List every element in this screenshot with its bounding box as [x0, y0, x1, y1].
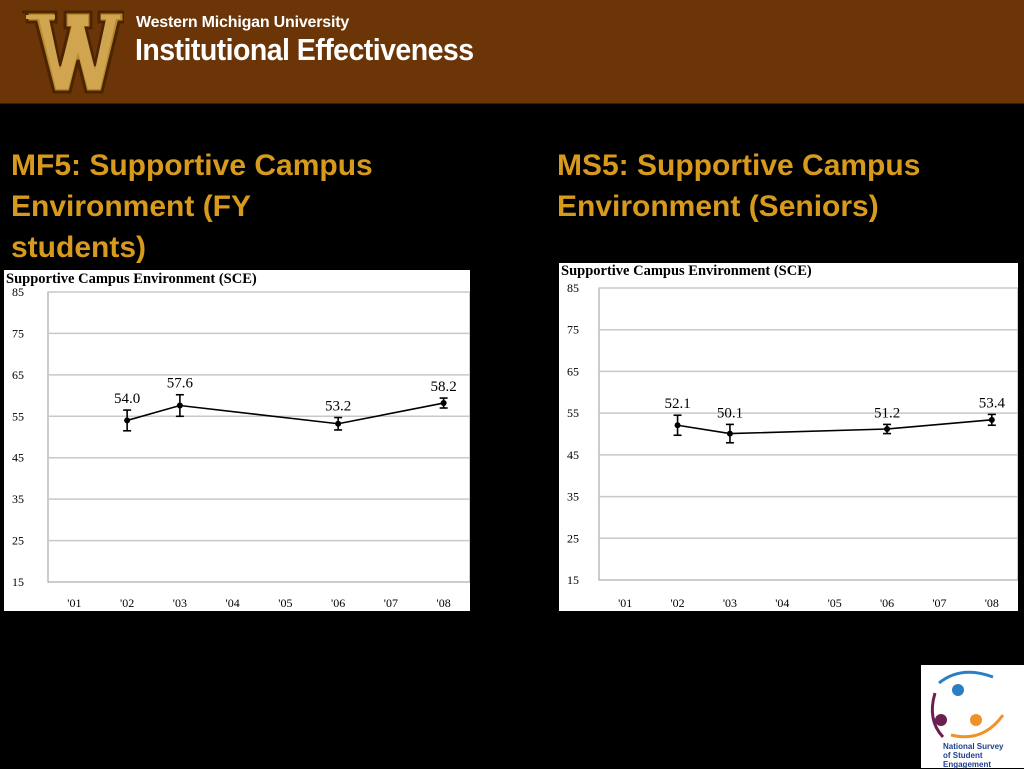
y-tick-label: 85: [567, 281, 579, 295]
fy-students-chart: Supportive Campus Environment (SCE) 85 75 6…: [4, 270, 470, 611]
header-bar: W Western Michigan University Institutio…: [0, 0, 1024, 104]
y-tick-label: 65: [567, 364, 579, 378]
series-line: [677, 419, 992, 435]
y-tick-label: 75: [12, 326, 24, 340]
series-line: [126, 402, 444, 425]
y-tick-label: 55: [12, 409, 24, 423]
seniors-chart-svg: Supportive Campus Environment (SCE) 85 75 6…: [561, 263, 1018, 610]
data-label: 54.0: [114, 391, 140, 407]
data-point: [988, 416, 995, 423]
data-point: [124, 417, 131, 424]
nsse-caption: National Survey of Student Engagement: [943, 742, 1023, 769]
nsse-emblem-icon: [930, 670, 1005, 739]
chart-title: Supportive Campus Environment (SCE): [6, 271, 257, 287]
data-point: [726, 430, 733, 437]
x-tick-label: '01: [67, 596, 81, 610]
chart-title: Supportive Campus Environment (SCE): [561, 263, 812, 279]
x-tick-label: '03: [723, 596, 737, 610]
nsse-logo: National Survey of Student Engagement: [921, 665, 1024, 769]
data-label: 53.4: [979, 395, 1006, 411]
x-tick-label: '07: [932, 596, 946, 610]
x-tick-label: '07: [384, 596, 398, 610]
seniors-chart: Supportive Campus Environment (SCE) 85 75 6…: [559, 263, 1018, 611]
x-tick-label: '08: [437, 596, 451, 610]
data-point: [884, 425, 891, 432]
x-tick-label: '04: [226, 596, 240, 610]
y-tick-label: 35: [567, 490, 579, 504]
x-tick-label: '05: [278, 596, 292, 610]
x-tick-label: '03: [173, 596, 187, 610]
fy-chart-svg: Supportive Campus Environment (SCE)85 75 6…: [6, 271, 470, 610]
y-tick-label: 15: [12, 575, 24, 589]
y-tick-label: 35: [12, 492, 24, 506]
plot-area: [598, 287, 1018, 581]
university-name: Western Michigan University: [136, 14, 350, 31]
plot-area: [47, 291, 470, 583]
x-tick-label: '02: [670, 596, 684, 610]
data-label: 57.6: [167, 376, 194, 392]
y-tick-label: 45: [567, 448, 579, 462]
y-tick-label: 85: [12, 285, 24, 299]
data-label: 53.2: [325, 399, 351, 415]
y-tick-label: 15: [567, 573, 579, 587]
data-point: [335, 420, 342, 427]
data-label: 51.2: [874, 405, 900, 421]
x-tick-label: '01: [618, 596, 632, 610]
nsse-line1: National Survey: [943, 742, 1004, 751]
x-tick-label: '05: [828, 596, 842, 610]
y-tick-label: 75: [567, 323, 579, 337]
data-point: [440, 400, 447, 407]
wmu-w-logo: W: [22, 10, 124, 94]
y-tick-label: 25: [567, 531, 579, 545]
left-panel-title: MF5: Supportive Campus Environment (FY s…: [11, 149, 373, 264]
data-label: 52.1: [664, 396, 690, 412]
y-tick-label: 25: [12, 534, 24, 548]
x-tick-label: '06: [331, 596, 345, 610]
data-point: [176, 402, 183, 409]
x-tick-label: '02: [120, 596, 134, 610]
x-tick-label: '06: [880, 596, 894, 610]
data-label: 50.1: [717, 405, 743, 421]
right-panel-title: MS5: Supportive Campus Environment (Seni…: [557, 149, 921, 223]
y-tick-label: 45: [12, 451, 24, 465]
y-tick-label: 65: [12, 368, 24, 382]
data-point: [674, 422, 681, 429]
x-tick-label: '04: [775, 596, 789, 610]
nsse-line2: of Student Engagement: [943, 751, 992, 769]
y-tick-label: 55: [567, 406, 579, 420]
department-name: Institutional Effectiveness: [135, 32, 474, 67]
data-label: 58.2: [431, 379, 457, 395]
x-tick-label: '08: [985, 596, 999, 610]
